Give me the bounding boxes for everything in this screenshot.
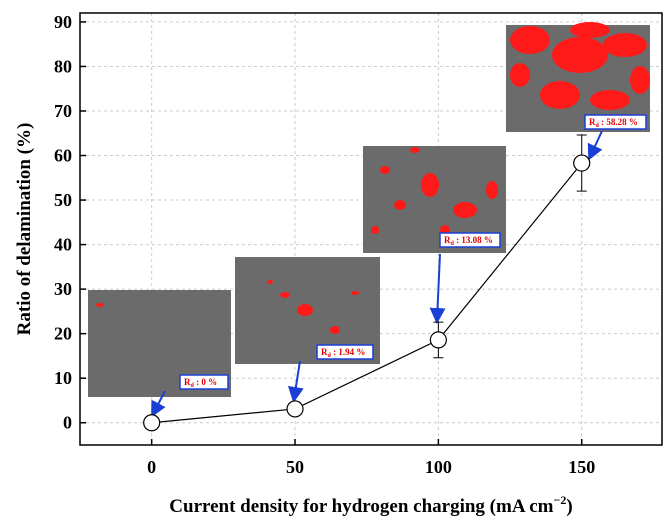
- arrow: [287, 360, 304, 403]
- arrow: [429, 253, 446, 324]
- delamination-blob: [330, 326, 340, 334]
- delamination-blob: [351, 291, 359, 295]
- y-tick-label: 10: [54, 368, 72, 388]
- plot-frame: [79, 12, 663, 446]
- label-prefix: R: [184, 377, 191, 387]
- inset-label: Rd : 0 %: [184, 377, 217, 389]
- delamination-blob: [453, 202, 477, 218]
- y-tick-label: 80: [54, 56, 72, 76]
- arrow: [151, 390, 166, 418]
- delamination-blob: [297, 304, 313, 316]
- delamination-blob: [570, 22, 610, 38]
- x-tick-label: 150: [568, 457, 595, 477]
- data-point: [429, 331, 447, 349]
- x-tick-label: 100: [425, 457, 452, 477]
- x-label-suffix: ): [566, 496, 572, 517]
- delamination-blob: [96, 303, 104, 307]
- inset-label: Rd : 13.08 %: [444, 235, 493, 247]
- arrow: [587, 130, 603, 161]
- label-subscript: d: [328, 353, 332, 359]
- x-label-sup: −2: [554, 493, 567, 507]
- y-tick-label: 90: [54, 12, 72, 32]
- data-point: [573, 154, 591, 172]
- y-tick-label: 70: [54, 101, 72, 121]
- y-tick-label: 50: [54, 190, 72, 210]
- label-prefix: R: [321, 347, 328, 357]
- delamination-blob: [552, 37, 608, 73]
- delamination-blob: [486, 181, 498, 199]
- delamination-blob: [590, 90, 630, 110]
- label-text: : 1.94 %: [331, 347, 366, 357]
- label-box: [439, 232, 501, 248]
- data-line: [151, 162, 583, 424]
- delamination-blob: [371, 226, 379, 234]
- delamination-blob: [267, 280, 273, 284]
- label-prefix: R: [589, 117, 596, 127]
- label-subscript: d: [191, 383, 195, 389]
- inset-label: Rd : 58.28 %: [589, 117, 638, 129]
- delamination-blob: [380, 166, 390, 174]
- label-prefix: R: [444, 235, 451, 245]
- x-axis-label: Current density for hydrogen charging (m…: [169, 493, 572, 517]
- label-text: : 0 %: [194, 377, 217, 387]
- y-tick-label: 20: [54, 324, 72, 344]
- data-point: [286, 400, 304, 418]
- y-tick-label: 30: [54, 279, 72, 299]
- label-box: [316, 344, 374, 360]
- delamination-blob: [421, 173, 439, 197]
- x-tick-label: 0: [147, 457, 156, 477]
- delamination-blob: [510, 63, 530, 87]
- x-tick-label: 50: [286, 457, 304, 477]
- label-text: : 13.08 %: [454, 235, 493, 245]
- label-subscript: d: [596, 123, 600, 129]
- y-tick-label: 0: [63, 413, 72, 433]
- delamination-blob: [394, 200, 406, 210]
- inset-label: Rd : 1.94 %: [321, 347, 365, 359]
- data-point: [143, 414, 161, 432]
- label-text: : 58.28 %: [599, 117, 638, 127]
- delamination-blob: [280, 292, 290, 298]
- delamination-blob: [630, 66, 650, 94]
- label-subscript: d: [451, 241, 455, 247]
- y-axis-label: Ratio of delamination (%): [14, 123, 35, 336]
- y-tick-label: 60: [54, 146, 72, 166]
- label-box: [584, 114, 647, 130]
- delamination-blob: [540, 81, 580, 109]
- delamination-blob: [510, 26, 550, 54]
- y-tick-label: 40: [54, 235, 72, 255]
- delamination-blob: [410, 147, 420, 153]
- delamination-blob: [603, 33, 647, 57]
- label-box: [179, 374, 229, 390]
- x-label-main: Current density for hydrogen charging (m…: [169, 496, 553, 517]
